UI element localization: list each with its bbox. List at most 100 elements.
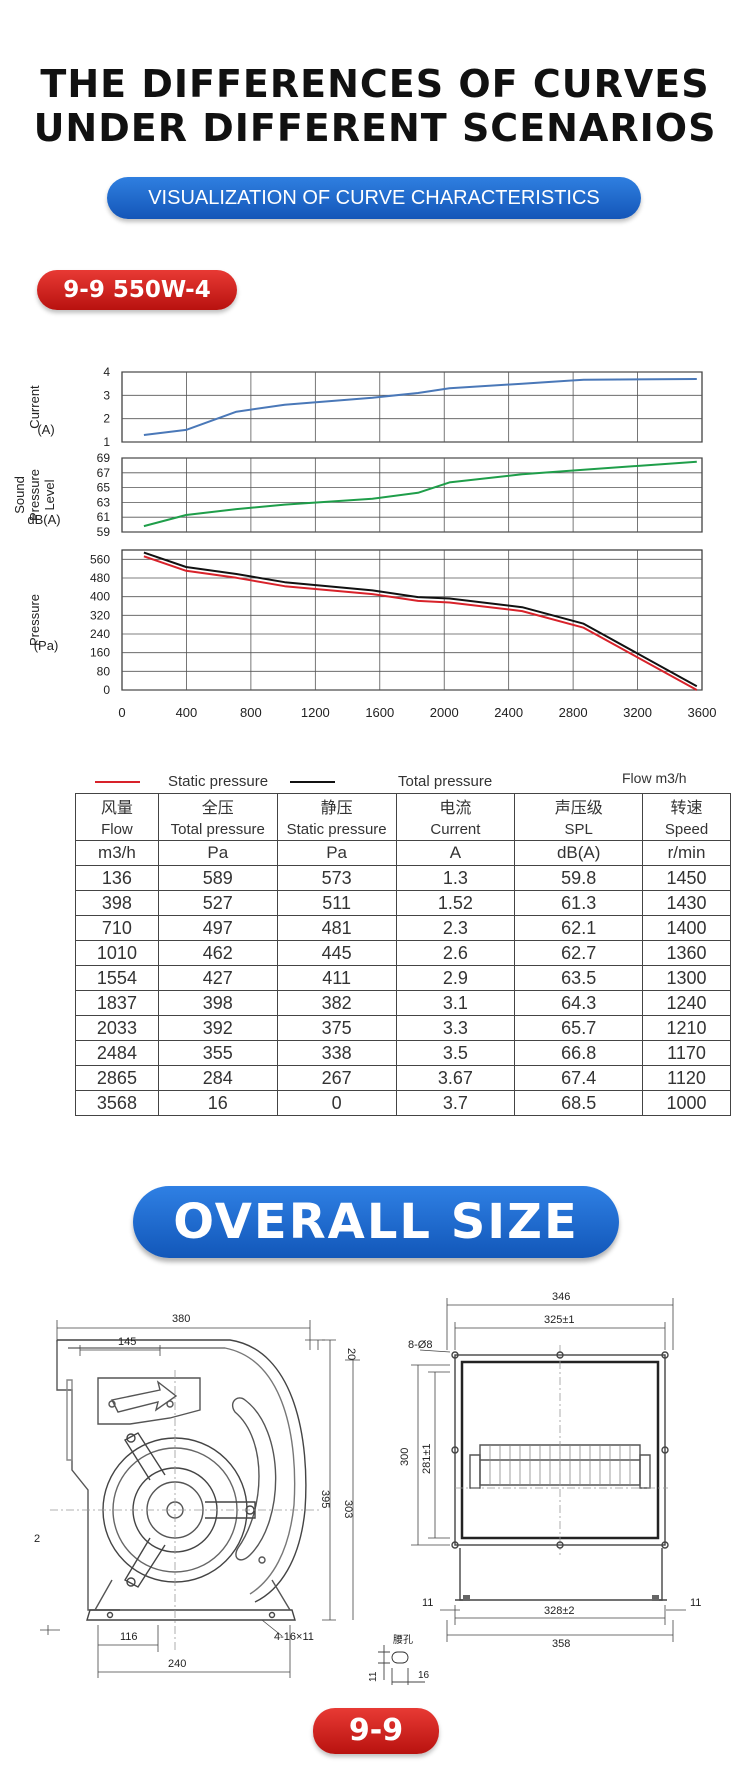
flow-unit-label: Flow m3/h bbox=[622, 770, 687, 786]
legend-static-swatch bbox=[95, 781, 140, 783]
x-tick-label: 2000 bbox=[430, 705, 459, 720]
y-tick-label: 2 bbox=[103, 412, 110, 426]
table-row-cell: 338 bbox=[276, 1040, 397, 1066]
front-view bbox=[451, 1345, 669, 1601]
dim-240: 240 bbox=[168, 1658, 186, 1670]
overall-size-banner: OVERALL SIZE bbox=[133, 1186, 619, 1258]
dim-11-slot: 11 bbox=[368, 1671, 379, 1682]
table-row-cell: 1120 bbox=[642, 1065, 731, 1091]
table-row: 398 527 511 1.52 61.3 1430 bbox=[75, 890, 731, 916]
dim-328: 328±2 bbox=[544, 1605, 575, 1617]
table-header-cn-cell: 全压 bbox=[157, 793, 278, 818]
page-title: THE DIFFERENCES OF CURVES UNDER DIFFEREN… bbox=[0, 62, 750, 150]
front-view-dimensions bbox=[411, 1298, 686, 1642]
table-row-cell: 3.67 bbox=[395, 1065, 516, 1091]
table-header-cn: 风量 全压 静压 电流 声压级 转速 bbox=[75, 793, 731, 818]
table-header-en: Flow Total pressure Static pressure Current… bbox=[75, 818, 731, 841]
dim-346: 346 bbox=[552, 1291, 570, 1303]
side-view-labels: 380 145 20 395 303 2 116 240 4-16×11 bbox=[34, 1313, 357, 1670]
y-tick-label: 4 bbox=[103, 365, 110, 379]
table-row-cell: 59.8 bbox=[514, 865, 644, 891]
dim-16: 16 bbox=[418, 1670, 430, 1681]
table-row-cell: 1010 bbox=[75, 940, 159, 966]
y-tick-label: 400 bbox=[90, 590, 110, 604]
x-tick-label: 800 bbox=[240, 705, 262, 720]
table-row: 2484 355 338 3.5 66.8 1170 bbox=[75, 1040, 731, 1066]
table-row-cell: 1.52 bbox=[395, 890, 516, 916]
table-row-cell: 62.7 bbox=[514, 940, 644, 966]
x-tick-label: 1600 bbox=[365, 705, 394, 720]
legend-total-swatch bbox=[290, 781, 335, 783]
table-row-cell: 481 bbox=[276, 915, 397, 941]
table-header-cn-cell: 电流 bbox=[395, 793, 516, 818]
y-tick-label: 61 bbox=[97, 510, 111, 524]
table-row-cell: 392 bbox=[157, 1015, 278, 1041]
table-row-cell: 61.3 bbox=[514, 890, 644, 916]
table-row-cell: 573 bbox=[276, 865, 397, 891]
y-tick-label: 480 bbox=[90, 571, 110, 585]
table-header-units-cell: dB(A) bbox=[514, 840, 644, 866]
table-row-cell: 64.3 bbox=[514, 990, 644, 1016]
table-row: 2865 284 267 3.67 67.4 1120 bbox=[75, 1065, 731, 1091]
series-line-current-0 bbox=[143, 378, 697, 436]
table-row-cell: 1450 bbox=[642, 865, 731, 891]
dim-325: 325±1 bbox=[544, 1314, 575, 1326]
table-row-cell: 527 bbox=[157, 890, 278, 916]
dim-2: 2 bbox=[34, 1533, 40, 1545]
table-header-cn-cell: 转速 bbox=[642, 793, 731, 818]
dim-145: 145 bbox=[118, 1336, 136, 1348]
dim-300: 300 bbox=[399, 1448, 411, 1466]
x-tick-label: 1200 bbox=[301, 705, 330, 720]
dim-11-left: 11 bbox=[422, 1597, 433, 1609]
spec-table: 风量 全压 静压 电流 声压级 转速 Flow Total pressure Static pr… bbox=[75, 793, 731, 1116]
x-tick-label: 2400 bbox=[494, 705, 523, 720]
table-row-cell: 382 bbox=[276, 990, 397, 1016]
table-header-en-cell: SPL bbox=[514, 818, 644, 841]
table-row-cell: 136 bbox=[75, 865, 159, 891]
y-tick-label: 240 bbox=[90, 627, 110, 641]
table-header-en-cell: Current bbox=[395, 818, 516, 841]
table-row-cell: 66.8 bbox=[514, 1040, 644, 1066]
table-header-en-cell: Flow bbox=[75, 818, 159, 841]
series-line-pressure-1 bbox=[143, 555, 698, 691]
dim-20: 20 bbox=[345, 1348, 357, 1360]
table-header-units-cell: Pa bbox=[157, 840, 278, 866]
table-row-cell: 2033 bbox=[75, 1015, 159, 1041]
table-row: 3568 16 0 3.7 68.5 1000 bbox=[75, 1090, 731, 1116]
table-row-cell: 2484 bbox=[75, 1040, 159, 1066]
model-badge: 9-9 550W-4 bbox=[37, 270, 237, 310]
table-row-cell: 355 bbox=[157, 1040, 278, 1066]
table-row: 1837 398 382 3.1 64.3 1240 bbox=[75, 990, 731, 1016]
table-header-en-cell: Total pressure bbox=[157, 818, 278, 841]
table-row-cell: 65.7 bbox=[514, 1015, 644, 1041]
side-view-dimensions bbox=[40, 1320, 360, 1678]
table-row-cell: 589 bbox=[157, 865, 278, 891]
table-row-cell: 411 bbox=[276, 965, 397, 991]
series-line-spl-0 bbox=[143, 460, 697, 528]
subtitle-banner: VISUALIZATION OF CURVE CHARACTERISTICS bbox=[107, 177, 641, 219]
table-row: 136 589 573 1.3 59.8 1450 bbox=[75, 865, 731, 891]
table-row-cell: 1837 bbox=[75, 990, 159, 1016]
series-line-pressure-0 bbox=[143, 551, 698, 688]
table-row-cell: 427 bbox=[157, 965, 278, 991]
table-row-cell: 497 bbox=[157, 915, 278, 941]
table-row-cell: 1000 bbox=[642, 1090, 731, 1116]
panel-frame-current bbox=[121, 371, 703, 443]
table-row-cell: 267 bbox=[276, 1065, 397, 1091]
table-row-cell: 62.1 bbox=[514, 915, 644, 941]
dim-281: 281±1 bbox=[421, 1443, 433, 1474]
title-line-1: THE DIFFERENCES OF CURVES bbox=[40, 62, 710, 106]
table-row-cell: 1.3 bbox=[395, 865, 516, 891]
y-tick-label: 560 bbox=[90, 552, 110, 566]
table-row-cell: 710 bbox=[75, 915, 159, 941]
dim-holes: 4-16×11 bbox=[274, 1631, 314, 1643]
y-tick-label: 59 bbox=[97, 525, 111, 539]
dim-8-holes: 8-Ø8 bbox=[408, 1339, 432, 1351]
table-row-cell: 2.9 bbox=[395, 965, 516, 991]
table-row: 1554 427 411 2.9 63.5 1300 bbox=[75, 965, 731, 991]
dim-11-right: 11 bbox=[690, 1597, 701, 1609]
table-header-units-cell: A bbox=[395, 840, 516, 866]
table-row-cell: 1300 bbox=[642, 965, 731, 991]
axis-label: Pressure bbox=[27, 594, 42, 646]
